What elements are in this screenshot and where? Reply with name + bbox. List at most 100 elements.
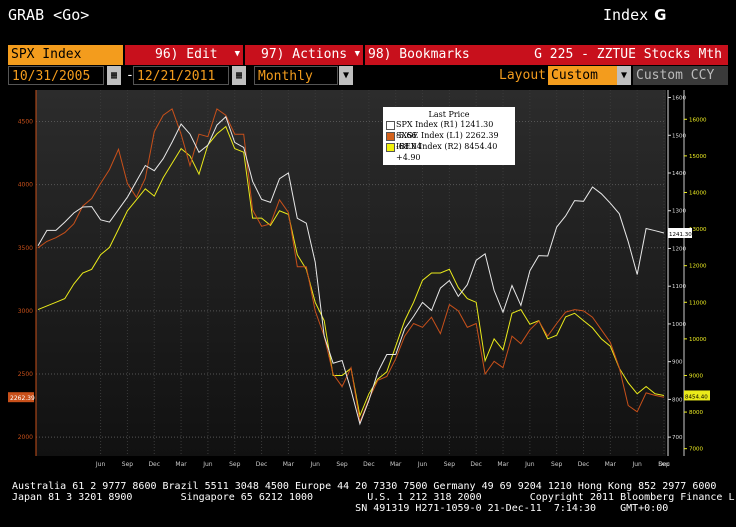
footer-contacts: Australia 61 2 9777 8600 Brazil 5511 304… (12, 481, 736, 514)
legend-value: 8454.40 (464, 142, 498, 151)
end-date-input[interactable]: 12/21/2011 (133, 66, 229, 85)
right1-tick-label: 1400 (672, 171, 686, 177)
right1-tick-label: 1500 (672, 133, 686, 139)
right2-tick-label: 8000 (689, 410, 703, 416)
dropdown-arrow-icon: ▼ (354, 49, 360, 59)
right2-tick-label: 11000 (689, 300, 707, 306)
x-tick-label: Sep (336, 461, 348, 468)
last-value-tag-ibex (684, 390, 710, 401)
legend-row-spx: SPX Index (R1) 1241.30 -5.66 (383, 119, 515, 140)
x-tick-label: Jun (631, 461, 642, 468)
legend-label: SPX Index (396, 120, 438, 129)
left-tick-label: 4500 (18, 119, 33, 126)
left-tick-label: 4000 (18, 182, 33, 189)
last-value-ibex: 8454.40 (685, 394, 708, 400)
legend-change: -68.04 (396, 142, 422, 151)
last-value-tag-sxse (8, 392, 34, 403)
x-tick-label: Sep (122, 461, 134, 468)
legend-axis: (L1) (446, 131, 463, 140)
chevron-down-icon[interactable]: ▼ (339, 66, 353, 85)
right2-tick-label: 15000 (689, 154, 707, 160)
ticker-field[interactable]: SPX Index (8, 45, 123, 65)
left-tick-label: 3500 (18, 245, 33, 252)
bookmarks-menu[interactable]: 98) Bookmarks (365, 45, 485, 65)
right2-tick-label: 12000 (689, 264, 707, 270)
command-line[interactable]: GRAB <Go> (8, 6, 90, 24)
x-tick-label: Mar (390, 461, 402, 468)
command-bar: GRAB <Go> Index G (0, 0, 736, 36)
x-tick-label: Mar (605, 461, 617, 468)
x-tick-label: Sep (551, 461, 563, 468)
x-tick-label: Jun (417, 461, 428, 468)
right2-tick-label: 16000 (689, 117, 707, 123)
calendar-icon[interactable]: ▦ (107, 66, 121, 85)
legend-row-sxse: SXSE Index (L1) 2262.39 -68.04 (383, 130, 515, 151)
x-tick-label: Jun (95, 461, 106, 468)
layout-label: Layout (494, 66, 549, 85)
series-line-sxse-index (37, 108, 665, 424)
right2-tick-label: 13000 (689, 227, 707, 233)
legend-swatch (386, 143, 395, 152)
chart-legend[interactable]: Last Price SPX Index (R1) 1241.30 -5.66 … (383, 107, 515, 165)
left-tick-label: 3000 (18, 308, 33, 315)
actions-menu[interactable]: 97) Actions ▼ (245, 45, 363, 65)
footer-line: Japan 81 3 3201 8900 Singapore 65 6212 1… (12, 492, 736, 503)
x-tick-label: Mar (175, 461, 187, 468)
sector-key: G (654, 6, 667, 24)
left-tick-label: 2000 (18, 434, 33, 441)
x-tick-label: Sep (444, 461, 456, 468)
sector-name: Index (603, 6, 649, 24)
right2-tick-label: 14000 (689, 190, 707, 196)
legend-axis: (R1) (440, 120, 458, 129)
legend-change: -5.66 (396, 131, 417, 140)
right1-tick-label: 1300 (672, 209, 686, 215)
price-chart[interactable]: Jun Sep Dec Mar Jun Sep Dec Mar Jun Sep Dec Mar Jun S… (8, 86, 728, 477)
x-tick-label: Sep (658, 461, 670, 468)
market-sector-label[interactable]: Index G (603, 6, 666, 24)
toolbar-row: SPX Index 96) Edit ▼ 97) Actions ▼ 98) Boo… (8, 45, 728, 65)
x-tick-label: Jun (310, 461, 321, 468)
start-date-input[interactable]: 10/31/2005 (8, 66, 104, 85)
series-line-spx-index (37, 115, 665, 426)
bookmarks-label: 98) Bookmarks (368, 47, 470, 62)
last-value-sxse: 2262.39 (10, 395, 35, 402)
screen-title: G 225 - ZZTUE Stocks Mth (485, 45, 728, 65)
footer-line: SN 491319 H271-1059-0 21-Dec-11 7:14:30 … (12, 503, 669, 514)
legend-value: 1241.30 (460, 120, 494, 129)
legend-swatch (386, 121, 395, 130)
legend-title: Last Price (428, 110, 470, 119)
x-tick-label: Dec (363, 461, 375, 468)
footer-line: Australia 61 2 9777 8600 Brazil 5511 304… (12, 481, 717, 492)
edit-label: 96) Edit (155, 47, 218, 62)
right2-tick-label: 7000 (689, 447, 703, 453)
right1-tick-label: 1600 (672, 96, 686, 102)
x-tick-label: Dec (470, 461, 482, 468)
chevron-down-icon[interactable]: ▼ (617, 66, 631, 85)
layout-select[interactable]: Custom (548, 66, 617, 85)
currency-select[interactable]: Custom CCY (633, 66, 728, 85)
legend-swatch (386, 132, 395, 141)
legend-axis: (R2) (444, 142, 462, 151)
legend-change: +4.90 (396, 153, 421, 162)
calendar-icon[interactable]: ▦ (232, 66, 246, 85)
last-value-spx: 1241.30 (669, 232, 692, 238)
dropdown-arrow-icon: ▼ (234, 49, 240, 59)
plot-area (36, 90, 666, 456)
legend-value: 2262.39 (465, 131, 499, 140)
x-tick-label: Jun (524, 461, 535, 468)
date-dash: - (123, 66, 133, 85)
right2-tick-label: 9000 (689, 373, 703, 379)
actions-label: 97) Actions (261, 47, 348, 62)
x-tick-label: Dec (658, 461, 670, 468)
x-tick-label: Mar (283, 461, 295, 468)
edit-menu[interactable]: 96) Edit ▼ (125, 45, 243, 65)
legend-row-ibex: IBEX Index (R2) 8454.40 +4.90 (383, 141, 515, 162)
right1-tick-label: 1000 (672, 322, 686, 328)
x-tick-label: Dec (148, 461, 160, 468)
x-tick-label: Sep (229, 461, 241, 468)
period-select[interactable]: Monthly (254, 66, 338, 85)
right1-tick-label: 1100 (672, 284, 686, 290)
x-tick-label: Dec (578, 461, 590, 468)
x-tick-label: Dec (256, 461, 268, 468)
x-tick-label: Mar (497, 461, 509, 468)
